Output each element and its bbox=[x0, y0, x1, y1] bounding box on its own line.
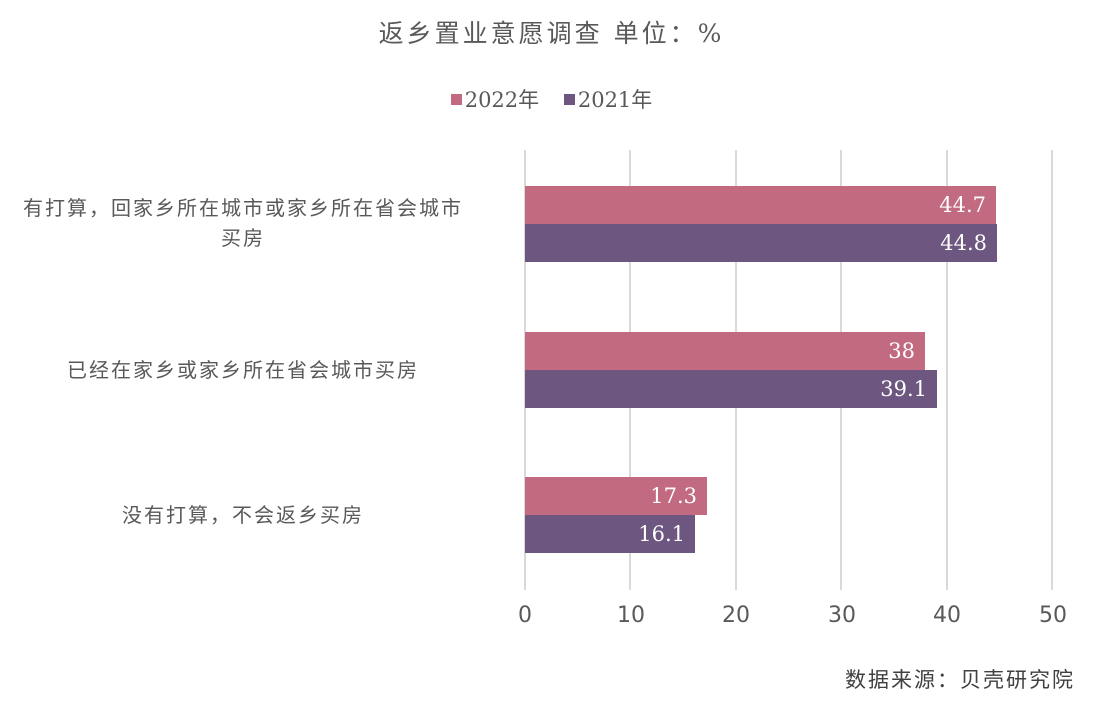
legend-item-2021: 2021年 bbox=[563, 84, 653, 114]
bar-value-label: 44.8 bbox=[940, 231, 987, 255]
legend-item-2022: 2022年 bbox=[450, 84, 540, 114]
gridline-40 bbox=[946, 150, 948, 590]
bar-value-label: 16.1 bbox=[638, 522, 685, 546]
bar-already-bought-2022: 38 bbox=[525, 332, 925, 370]
bar-value-label: 17.3 bbox=[650, 484, 697, 508]
x-tick-40: 40 bbox=[933, 603, 961, 628]
bar-already-bought-2021: 39.1 bbox=[525, 370, 937, 408]
category-label-already-bought: 已经在家乡或家乡所在省会城市买房 bbox=[67, 358, 419, 382]
source-note: 数据来源：贝壳研究院 bbox=[845, 668, 1075, 692]
bar-value-label: 38 bbox=[888, 339, 915, 363]
chart-title: 返乡置业意愿调查 单位：% bbox=[378, 19, 725, 48]
x-tick-20: 20 bbox=[722, 603, 750, 628]
legend-swatch-2021 bbox=[563, 93, 575, 105]
bar-plan-to-buy-2022: 44.7 bbox=[525, 186, 996, 224]
bar-no-plan-2021: 16.1 bbox=[525, 515, 695, 553]
legend-label-2021: 2021年 bbox=[577, 88, 653, 112]
x-tick-30: 30 bbox=[828, 603, 856, 628]
legend: 2022年 2021年 bbox=[0, 84, 1103, 114]
legend-label-2022: 2022年 bbox=[464, 88, 540, 112]
category-label-line2: 买房 bbox=[221, 226, 265, 250]
plot-area: 44.7 44.8 38 39.1 17.3 16.1 bbox=[524, 150, 1053, 590]
category-label-plan-to-buy: 有打算，回家乡所在城市或家乡所在省会城市 买房 bbox=[0, 193, 503, 253]
category-label-line1: 有打算，回家乡所在城市或家乡所在省会城市 bbox=[23, 196, 463, 220]
x-tick-10: 10 bbox=[617, 603, 645, 628]
gridline-50 bbox=[1051, 150, 1053, 590]
bar-value-label: 39.1 bbox=[880, 377, 927, 401]
legend-swatch-2022 bbox=[450, 93, 462, 105]
bar-no-plan-2022: 17.3 bbox=[525, 477, 707, 515]
category-label-no-plan: 没有打算，不会返乡买房 bbox=[122, 503, 364, 527]
bar-plan-to-buy-2021: 44.8 bbox=[525, 224, 997, 262]
bar-value-label: 44.7 bbox=[939, 193, 986, 217]
x-tick-50: 50 bbox=[1039, 603, 1067, 628]
x-tick-0: 0 bbox=[518, 603, 532, 628]
